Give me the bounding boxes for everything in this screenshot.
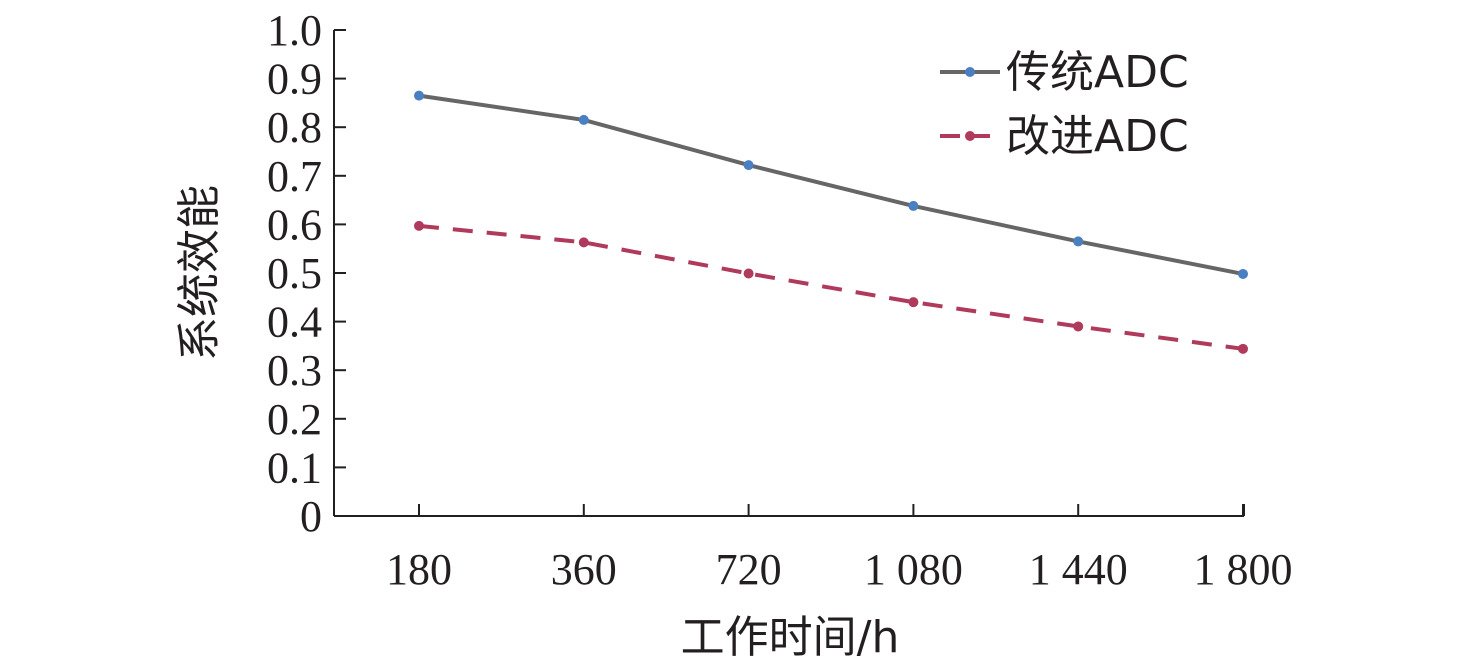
series-1-point [1073, 236, 1084, 247]
legend-label-1: 传统ADC [1006, 47, 1189, 98]
series-2-point [908, 297, 919, 308]
series-1-point [414, 90, 424, 101]
series-layer [414, 90, 1248, 354]
series-2-point [1073, 321, 1084, 332]
y-tick-label: 0.8 [267, 103, 322, 152]
x-tick-label: 1 440 [1029, 545, 1128, 594]
y-tick-label: 0.6 [267, 200, 322, 249]
legend-marker-2 [965, 131, 975, 141]
series-2-point [1238, 343, 1248, 354]
y-tick-label: 0.7 [267, 152, 322, 201]
series-2-point [578, 237, 589, 248]
x-axis-ticks: 180 360 720 1 080 1 440 1 800 [386, 504, 1293, 594]
series-2-point [743, 268, 754, 279]
y-axis-ticks: 00.10.20.30.40.50.60.70.80.91.0 [267, 6, 346, 541]
y-tick-label: 1.0 [267, 6, 322, 55]
legend: 传统ADC 改进ADC [940, 47, 1189, 162]
x-tick-label: 1 800 [1194, 545, 1293, 594]
x-tick-label: 720 [716, 545, 782, 594]
y-tick-label: 0.4 [267, 298, 322, 347]
series-1-point [578, 114, 589, 125]
y-tick-label: 0.9 [267, 55, 322, 104]
series-1-point [743, 160, 754, 171]
series-line-2 [418, 223, 1244, 351]
y-tick-label: 0.3 [267, 346, 322, 395]
legend-label-2: 改进ADC [1006, 111, 1189, 162]
series-line-1 [418, 93, 1244, 276]
y-tick-label: 0.2 [267, 395, 322, 444]
x-tick-label: 360 [551, 545, 617, 594]
legend-marker-1 [965, 67, 975, 77]
x-axis-title: 工作时间/h [681, 612, 900, 663]
y-tick-label: 0 [300, 492, 322, 541]
series-1-point [908, 200, 919, 211]
x-tick-label: 1 080 [864, 545, 963, 594]
x-tick-label: 180 [386, 545, 452, 594]
y-tick-label: 0.5 [267, 249, 322, 298]
y-axis-title: 系统效能 [174, 185, 225, 361]
y-tick-label: 0.1 [267, 443, 322, 492]
series-1-point [1238, 268, 1248, 279]
series-2-point [414, 220, 424, 231]
